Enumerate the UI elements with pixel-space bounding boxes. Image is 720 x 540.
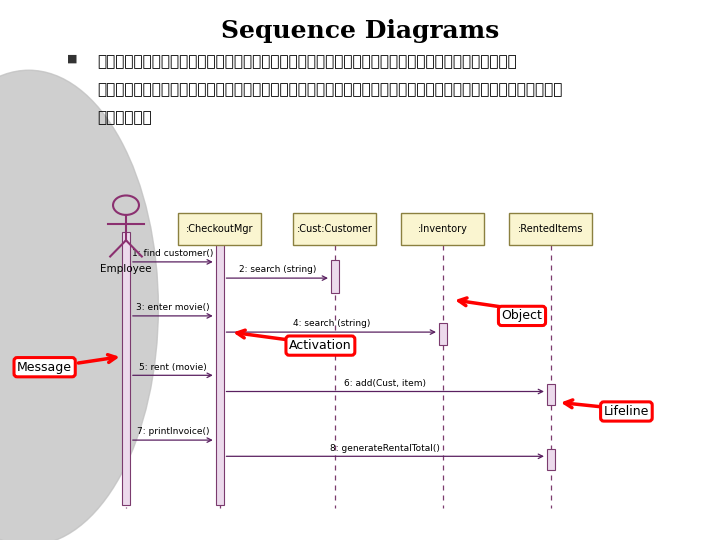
Ellipse shape	[0, 70, 158, 540]
Text: Lifeline: Lifeline	[603, 405, 649, 418]
FancyBboxPatch shape	[439, 323, 446, 345]
FancyBboxPatch shape	[547, 449, 555, 470]
Text: โดยประกอบไปด้วยการรับส่งแมสเสจที่มีการติดต่อระหว่าง: โดยประกอบไปด้วยการรับส่งแมสเสจที่มีการติ…	[97, 82, 562, 97]
FancyBboxPatch shape	[122, 232, 130, 505]
Text: Activation: Activation	[289, 339, 351, 352]
FancyBboxPatch shape	[402, 213, 484, 245]
Text: :RentedItems: :RentedItems	[518, 224, 583, 234]
FancyBboxPatch shape	[216, 232, 223, 505]
Text: 6: add(Cust, item): 6: add(Cust, item)	[344, 379, 426, 388]
FancyBboxPatch shape	[510, 213, 593, 245]
Text: 3: enter movie(): 3: enter movie()	[136, 303, 210, 312]
FancyBboxPatch shape	[294, 213, 377, 245]
FancyBboxPatch shape	[179, 213, 261, 245]
Text: ■: ■	[67, 54, 77, 64]
Text: :CheckoutMgr: :CheckoutMgr	[186, 224, 253, 234]
Text: Message: Message	[17, 361, 72, 374]
FancyBboxPatch shape	[331, 260, 339, 293]
Text: :Inventory: :Inventory	[418, 224, 468, 234]
Text: 5: rent (movie): 5: rent (movie)	[139, 362, 207, 372]
Text: 2: search (string): 2: search (string)	[238, 265, 316, 274]
Text: 4: search (string): 4: search (string)	[292, 319, 370, 328]
Text: Sequence Diagrams: Sequence Diagrams	[221, 19, 499, 43]
Text: 8: generateRentalTotal(): 8: generateRentalTotal()	[330, 443, 440, 453]
Text: Object: Object	[502, 309, 542, 322]
Text: 7: printInvoice(): 7: printInvoice()	[137, 427, 209, 436]
Text: :Cust:Customer: :Cust:Customer	[297, 224, 373, 234]
Text: Employee: Employee	[100, 264, 152, 274]
Text: ใชสำหรบแสดงการทำงานของออปเจคในช่วงเวลาที่กำหนด: ใชสำหรบแสดงการทำงานของออปเจคในช่วงเวลาที…	[97, 54, 517, 69]
Text: ออปเจค: ออปเจค	[97, 110, 152, 125]
FancyBboxPatch shape	[547, 384, 555, 405]
Text: 1: find customer(): 1: find customer()	[132, 249, 214, 258]
